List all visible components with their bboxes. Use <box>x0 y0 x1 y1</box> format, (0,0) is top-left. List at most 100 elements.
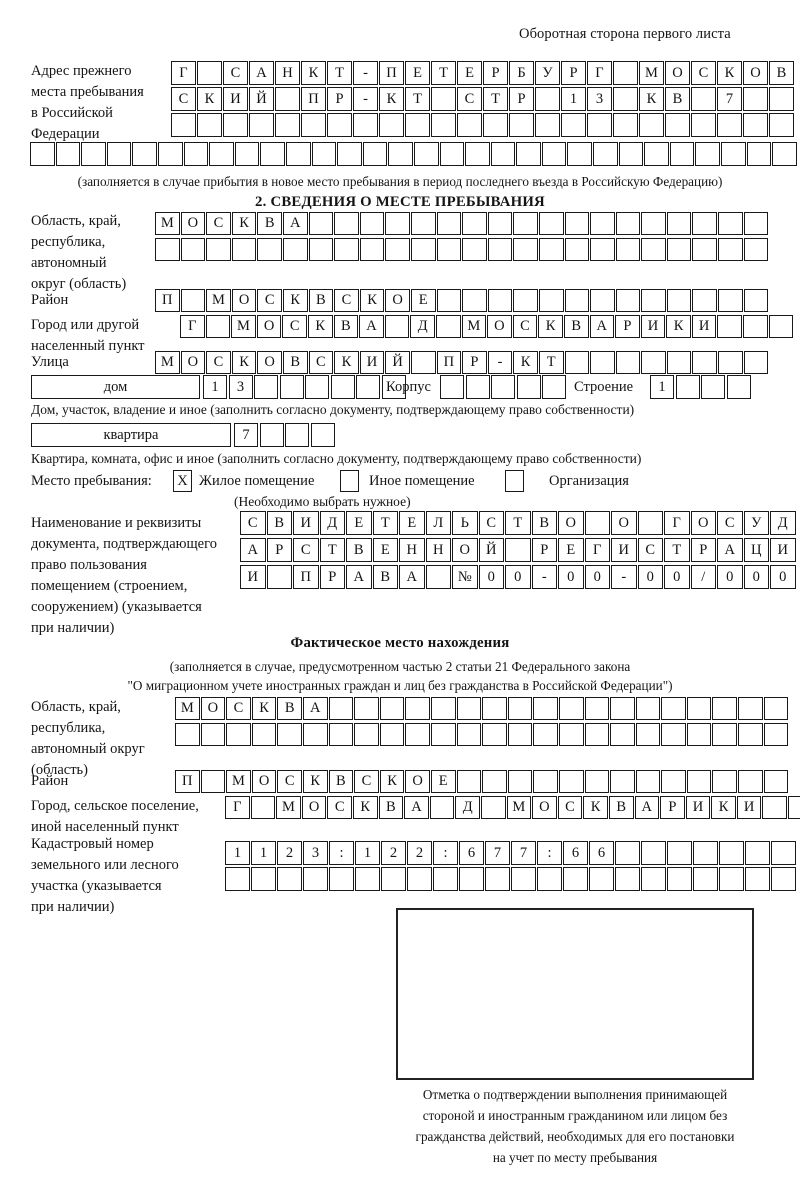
char-cell[interactable] <box>356 375 380 399</box>
char-cell[interactable] <box>693 841 718 865</box>
char-cell[interactable]: Е <box>430 770 456 793</box>
char-cell[interactable]: О <box>256 315 282 338</box>
char-cell[interactable]: А <box>240 538 266 562</box>
char-cell[interactable]: К <box>251 697 277 720</box>
char-cell[interactable]: 7 <box>485 841 510 865</box>
char-cell[interactable] <box>106 142 132 166</box>
char-cell[interactable] <box>769 113 794 137</box>
char-cell[interactable]: О <box>231 289 257 312</box>
char-cell[interactable] <box>200 723 226 746</box>
char-cell[interactable]: С <box>226 697 251 720</box>
char-cell[interactable]: Е <box>346 511 372 535</box>
char-cell[interactable]: Т <box>327 61 352 85</box>
char-cell[interactable]: Г <box>171 61 196 85</box>
char-cell[interactable] <box>615 351 641 374</box>
char-cell[interactable]: О <box>690 511 716 535</box>
char-cell[interactable] <box>483 113 508 137</box>
char-cell[interactable]: С <box>223 61 248 85</box>
char-cell[interactable]: К <box>717 61 742 85</box>
char-cell[interactable] <box>743 351 769 374</box>
char-cell[interactable]: Б <box>509 61 534 85</box>
char-cell[interactable] <box>310 423 335 447</box>
char-cell[interactable] <box>667 841 692 865</box>
char-cell[interactable] <box>533 770 558 793</box>
char-cell[interactable] <box>487 212 513 235</box>
char-cell[interactable] <box>487 289 513 312</box>
char-cell[interactable] <box>666 212 692 235</box>
char-cell[interactable] <box>254 375 278 399</box>
char-cell[interactable] <box>430 697 456 720</box>
cadastral-row-2[interactable] <box>225 867 797 891</box>
char-cell[interactable] <box>610 723 635 746</box>
char-cell[interactable] <box>763 697 789 720</box>
char-cell[interactable] <box>511 867 536 891</box>
char-cell[interactable] <box>564 238 590 261</box>
char-cell[interactable]: П <box>175 770 200 793</box>
char-cell[interactable] <box>405 723 430 746</box>
char-cell[interactable] <box>712 697 738 720</box>
char-cell[interactable] <box>334 238 359 261</box>
char-cell[interactable]: 6 <box>589 841 614 865</box>
char-cell[interactable] <box>542 375 566 399</box>
char-cell[interactable]: М <box>155 212 180 235</box>
char-cell[interactable]: - <box>353 87 378 111</box>
char-cell[interactable] <box>384 315 410 338</box>
char-cell[interactable]: К <box>359 289 385 312</box>
char-cell[interactable] <box>584 511 610 535</box>
char-cell[interactable]: С <box>171 87 196 111</box>
char-cell[interactable]: Г <box>180 315 205 338</box>
char-cell[interactable]: / <box>690 565 716 589</box>
char-cell[interactable]: 2 <box>277 841 302 865</box>
char-cell[interactable]: У <box>743 511 769 535</box>
char-cell[interactable] <box>251 867 276 891</box>
char-cell[interactable]: С <box>717 511 743 535</box>
char-cell[interactable]: 7 <box>511 841 536 865</box>
char-cell[interactable] <box>615 841 640 865</box>
char-cell[interactable]: А <box>589 315 615 338</box>
char-cell[interactable] <box>439 142 465 166</box>
char-cell[interactable]: П <box>293 565 319 589</box>
char-cell[interactable] <box>763 723 789 746</box>
char-cell[interactable]: М <box>175 697 200 720</box>
char-cell[interactable] <box>661 770 686 793</box>
char-cell[interactable] <box>205 315 231 338</box>
char-cell[interactable] <box>436 289 462 312</box>
char-cell[interactable] <box>462 289 487 312</box>
char-cell[interactable]: Н <box>399 538 425 562</box>
char-cell[interactable] <box>667 867 692 891</box>
char-cell[interactable] <box>327 113 352 137</box>
char-cell[interactable]: Е <box>457 61 482 85</box>
char-cell[interactable]: Т <box>483 87 508 111</box>
char-cell[interactable] <box>490 142 516 166</box>
char-cell[interactable] <box>584 723 610 746</box>
char-cell[interactable]: К <box>301 61 326 85</box>
char-cell[interactable]: О <box>180 351 206 374</box>
char-cell[interactable]: Е <box>399 511 425 535</box>
char-cell[interactable] <box>721 142 746 166</box>
char-cell[interactable] <box>635 723 661 746</box>
char-cell[interactable]: О <box>251 770 277 793</box>
stroenie-cells[interactable]: 1 <box>650 375 752 399</box>
char-cell[interactable] <box>301 113 326 137</box>
char-cell[interactable] <box>726 375 751 399</box>
char-cell[interactable]: К <box>334 351 359 374</box>
char-cell[interactable]: С <box>327 796 352 819</box>
char-cell[interactable] <box>718 212 743 235</box>
char-cell[interactable]: 6 <box>563 841 588 865</box>
char-cell[interactable]: Т <box>505 511 531 535</box>
char-cell[interactable] <box>311 142 337 166</box>
char-cell[interactable] <box>429 796 455 819</box>
char-cell[interactable] <box>507 723 533 746</box>
char-cell[interactable] <box>354 723 379 746</box>
char-cell[interactable]: Т <box>664 538 690 562</box>
char-cell[interactable] <box>743 289 769 312</box>
char-cell[interactable] <box>692 212 718 235</box>
char-cell[interactable] <box>589 867 614 891</box>
char-cell[interactable]: Р <box>615 315 640 338</box>
char-cell[interactable] <box>388 142 413 166</box>
char-cell[interactable]: Т <box>319 538 345 562</box>
char-cell[interactable]: С <box>334 289 359 312</box>
char-cell[interactable]: 0 <box>558 565 584 589</box>
char-cell[interactable]: Д <box>410 315 435 338</box>
